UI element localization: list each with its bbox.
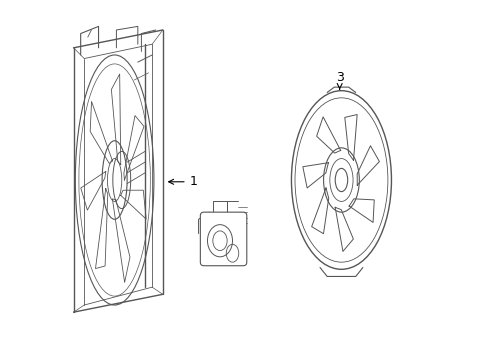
Text: 1: 1 [169,175,197,188]
FancyBboxPatch shape [200,212,247,266]
Text: 3: 3 [336,71,343,89]
Text: 2: 2 [224,215,237,228]
